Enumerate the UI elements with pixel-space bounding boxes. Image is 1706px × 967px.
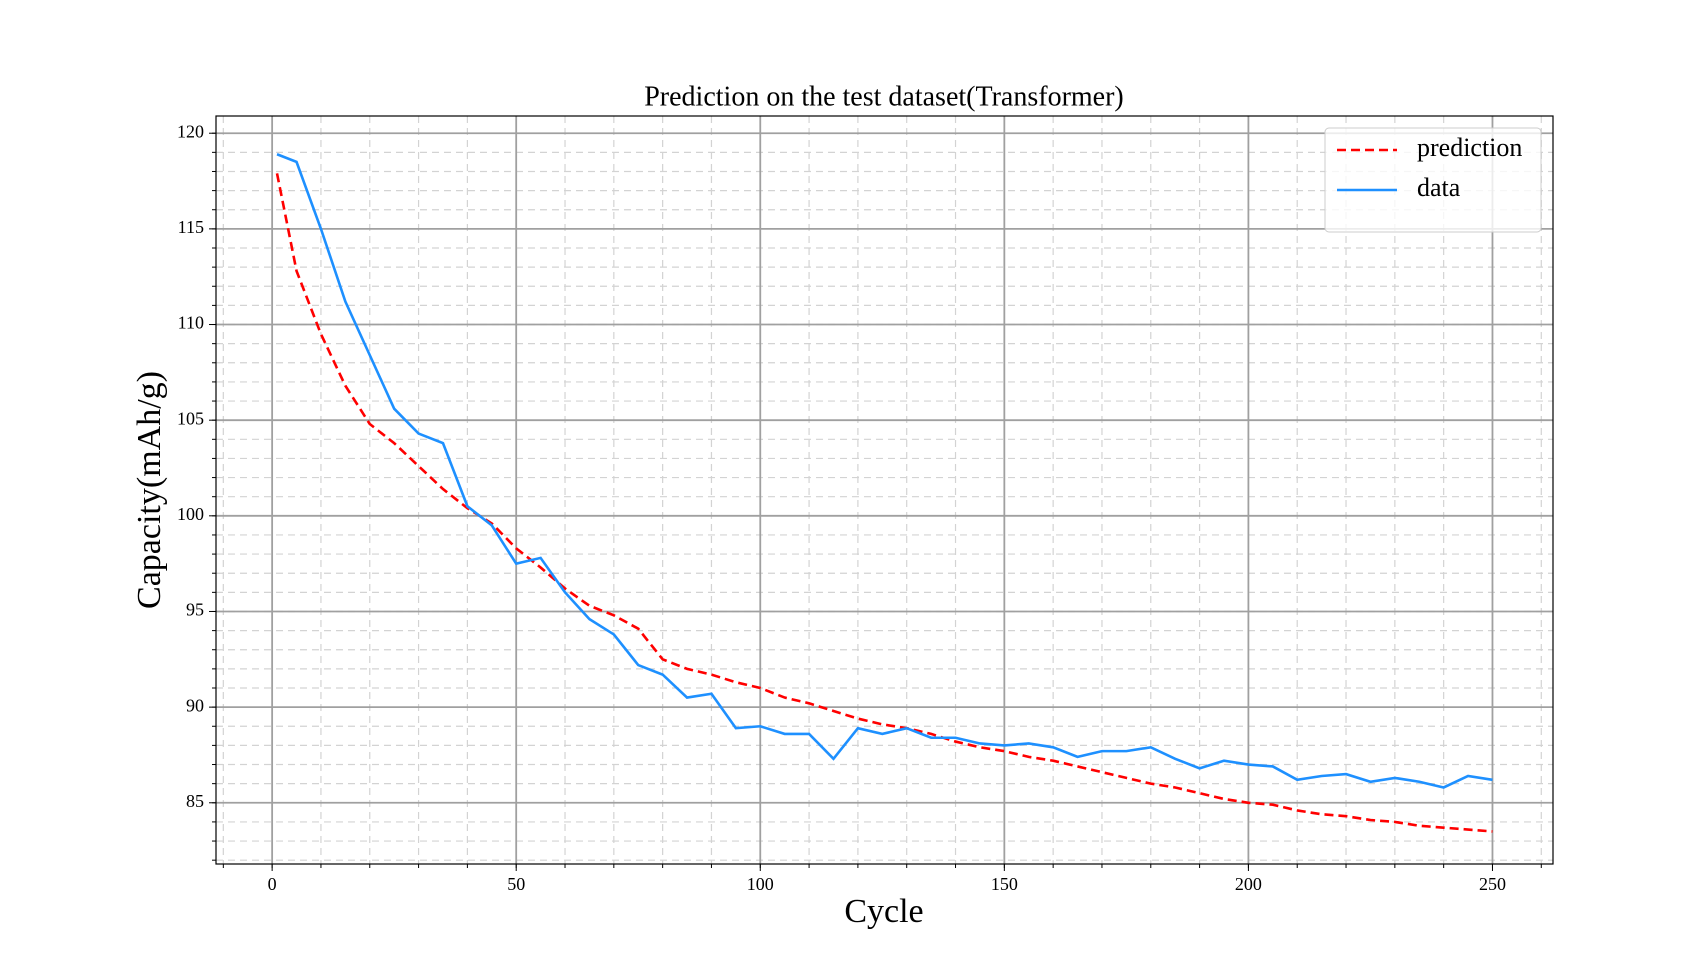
y-tick-label: 120 (177, 121, 204, 141)
y-tick-label: 105 (177, 408, 204, 428)
legend: prediction data (1324, 127, 1542, 233)
legend-frame (1324, 127, 1542, 233)
y-tick-label: 95 (186, 600, 204, 620)
x-tick-label: 50 (507, 874, 525, 894)
x-axis-label: Cycle (844, 893, 923, 930)
legend-label: prediction (1417, 133, 1522, 162)
y-tick-label: 115 (178, 217, 204, 237)
x-tick-label: 250 (1479, 874, 1506, 894)
chart-title: Prediction on the test dataset(Transform… (644, 81, 1124, 112)
plot-frame (215, 115, 1554, 865)
x-tick-label: 150 (991, 874, 1018, 894)
y-tick-label: 85 (186, 791, 204, 811)
y-tick-label: 110 (178, 313, 204, 333)
legend-label: data (1417, 173, 1461, 202)
y-tick-label: 100 (177, 504, 204, 524)
x-tick-label: 200 (1235, 874, 1262, 894)
y-axis-label: Capacity(mAh/g) (131, 371, 168, 609)
y-tick-label: 90 (186, 695, 204, 715)
series-line (276, 153, 1493, 789)
x-tick-label: 0 (268, 874, 277, 894)
x-tick-label: 100 (747, 874, 774, 894)
